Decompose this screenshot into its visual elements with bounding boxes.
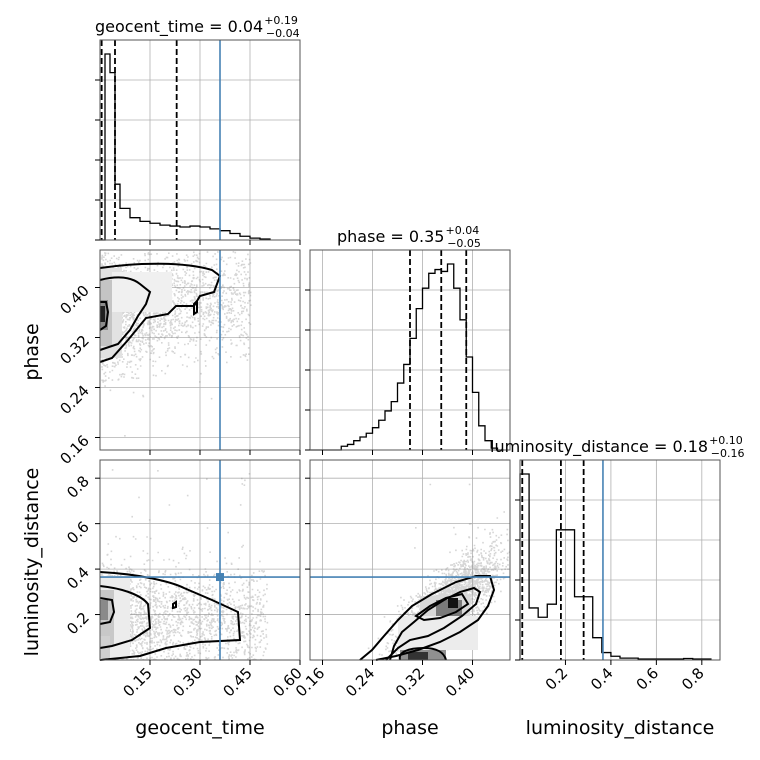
yticks-2d-geocent-time-luminosity-distance: 0.2 0.4 0.6 0.8	[63, 472, 100, 638]
density-cell-phase-luminosity-distance-4	[408, 652, 428, 660]
xtick-label-phase-2: 0.32	[392, 664, 428, 700]
xlabel-geocent-time: geocent_time	[135, 717, 264, 739]
frame-hist-luminosity-distance	[519, 459, 721, 661]
yticks-hist-luminosity-distance	[515, 499, 520, 661]
grid-hist-luminosity-distance	[520, 460, 720, 660]
yticks-hist-geocent-time	[95, 79, 100, 241]
panel-hist-geocent-time: geocent_time = 0.04+0.19 −0.04	[95, 14, 301, 245]
xticks-hist-luminosity-distance: 0.2 0.4 0.6 0.8	[542, 660, 708, 694]
density-cell-phase-luminosity-distance-5	[398, 616, 478, 650]
ytick-label-luminosity-distance-3: 0.8	[63, 472, 93, 502]
hist-luminosity-distance	[519, 473, 712, 660]
hist-step-geocent-time	[100, 53, 271, 241]
truth-marker-geocent-time-luminosity-distance	[216, 573, 224, 582]
panel-2d-geocent-time-phase: 0.16 0.24 0.32 0.40 phase	[21, 249, 301, 468]
quantile-lines-luminosity-distance	[521, 460, 585, 660]
contours-geocent-time-phase	[99, 262, 222, 363]
ytick-label-phase-1: 0.24	[56, 382, 92, 418]
quantile-lines-geocent-time	[100, 40, 178, 240]
yticks-2d-geocent-time-phase: 0.16 0.24 0.32 0.40	[56, 282, 100, 468]
xtick-label-phase-1: 0.24	[342, 664, 378, 700]
density-geocent-time-phase	[100, 268, 172, 358]
title-luminosity-distance: luminosity_distance = 0.18+0.10 −0.16	[490, 434, 745, 460]
ytick-label-luminosity-distance-1: 0.4	[63, 563, 93, 593]
xtick-label-phase-3: 0.40	[442, 664, 478, 700]
panel-2d-phase-luminosity-distance: 0.16 0.24 0.32 0.40 phase	[292, 459, 511, 739]
density-cell-geocent-time-luminosity-distance-2	[100, 600, 108, 620]
xtick-label-geocent-time-0: 0.15	[119, 664, 155, 700]
frame-2d-phase-luminosity-distance	[309, 459, 511, 661]
xticks-2d-geocent-time-phase	[149, 450, 301, 455]
contour-outer-geocent-time-phase	[99, 262, 222, 363]
contour-inner-geocent-time-phase	[99, 301, 110, 331]
yticks-hist-phase	[305, 289, 310, 451]
title-geocent-time: geocent_time = 0.04+0.19 −0.04	[95, 14, 300, 40]
xtick-label-luminosity-distance-2: 0.6	[633, 664, 663, 694]
quantile-lines-phase	[409, 250, 468, 450]
density-cell-phase-luminosity-distance-2	[448, 598, 458, 608]
contour-inner-phase-luminosity-distance	[414, 592, 470, 622]
contour-outer-phase-luminosity-distance	[359, 575, 496, 661]
contours-phase-luminosity-distance	[359, 575, 496, 661]
ytick-label-luminosity-distance-0: 0.2	[63, 609, 93, 639]
xlabel-phase: phase	[381, 717, 438, 739]
xticks-hist-geocent-time	[149, 240, 301, 245]
contour-mid-geocent-time-phase	[99, 276, 152, 351]
contour-outer-geocent-time-luminosity-distance	[99, 571, 242, 661]
contours-geocent-time-luminosity-distance	[99, 571, 242, 661]
contour-island-geocent-time-phase	[193, 298, 198, 316]
panel-hist-phase: phase = 0.35+0.04 −0.05	[305, 224, 511, 455]
hist-step-phase	[310, 263, 504, 451]
panel-hist-luminosity-distance: 0.2 0.4 0.6 0.8 luminosity_distance = 0.18+…	[490, 434, 745, 694]
xtick-label-luminosity-distance-3: 0.8	[678, 664, 708, 694]
title-phase: phase = 0.35+0.04 −0.05	[337, 224, 481, 250]
xticks-hist-phase	[322, 450, 473, 455]
contour-mid-geocent-time-luminosity-distance	[99, 585, 152, 649]
grid-hist-phase	[310, 250, 510, 450]
density-cell-geocent-time-phase-3	[100, 306, 105, 322]
frame-hist-phase	[309, 249, 511, 451]
hist-phase	[310, 263, 504, 451]
grid-hist-geocent-time	[100, 40, 300, 240]
hist-step-luminosity-distance	[519, 473, 712, 660]
ytick-label-luminosity-distance-2: 0.6	[63, 518, 93, 548]
xtick-label-luminosity-distance-1: 0.4	[587, 664, 617, 694]
hist-geocent-time	[100, 53, 271, 241]
ytick-label-phase-3: 0.40	[56, 282, 92, 318]
ylabel-phase: phase	[21, 323, 43, 380]
xtick-label-geocent-time-2: 0.45	[219, 664, 255, 700]
xtick-label-geocent-time-1: 0.30	[169, 664, 205, 700]
contour-mid-phase-luminosity-distance	[385, 586, 482, 661]
xlabel-luminosity-distance: luminosity_distance	[526, 717, 715, 739]
ylabel-luminosity-distance: luminosity_distance	[21, 468, 43, 657]
panel-2d-geocent-time-luminosity-distance: 0.15 0.30 0.45 0.60 0.20.40.60.8 luminosity…	[21, 459, 306, 739]
ytick-label-phase-0: 0.16	[56, 432, 92, 468]
density-cell-geocent-time-phase-4	[112, 272, 172, 312]
contour-bottom-phase-luminosity-distance	[398, 646, 447, 661]
xticks-2d-geocent-time-luminosity-distance: 0.15 0.30 0.45 0.60	[119, 660, 306, 700]
xtick-label-luminosity-distance-0: 0.2	[542, 664, 572, 694]
contour-inner-geocent-time-luminosity-distance	[99, 597, 116, 625]
yticks-2d-phase-luminosity-distance	[305, 477, 310, 616]
contour-island-geocent-time-luminosity-distance	[172, 600, 177, 610]
ytick-label-phase-2: 0.32	[56, 332, 92, 368]
panel-xaxis-luminosity-distance: luminosity_distance	[526, 717, 715, 739]
xticks-2d-phase-luminosity-distance: 0.16 0.24 0.32 0.40	[292, 660, 478, 700]
